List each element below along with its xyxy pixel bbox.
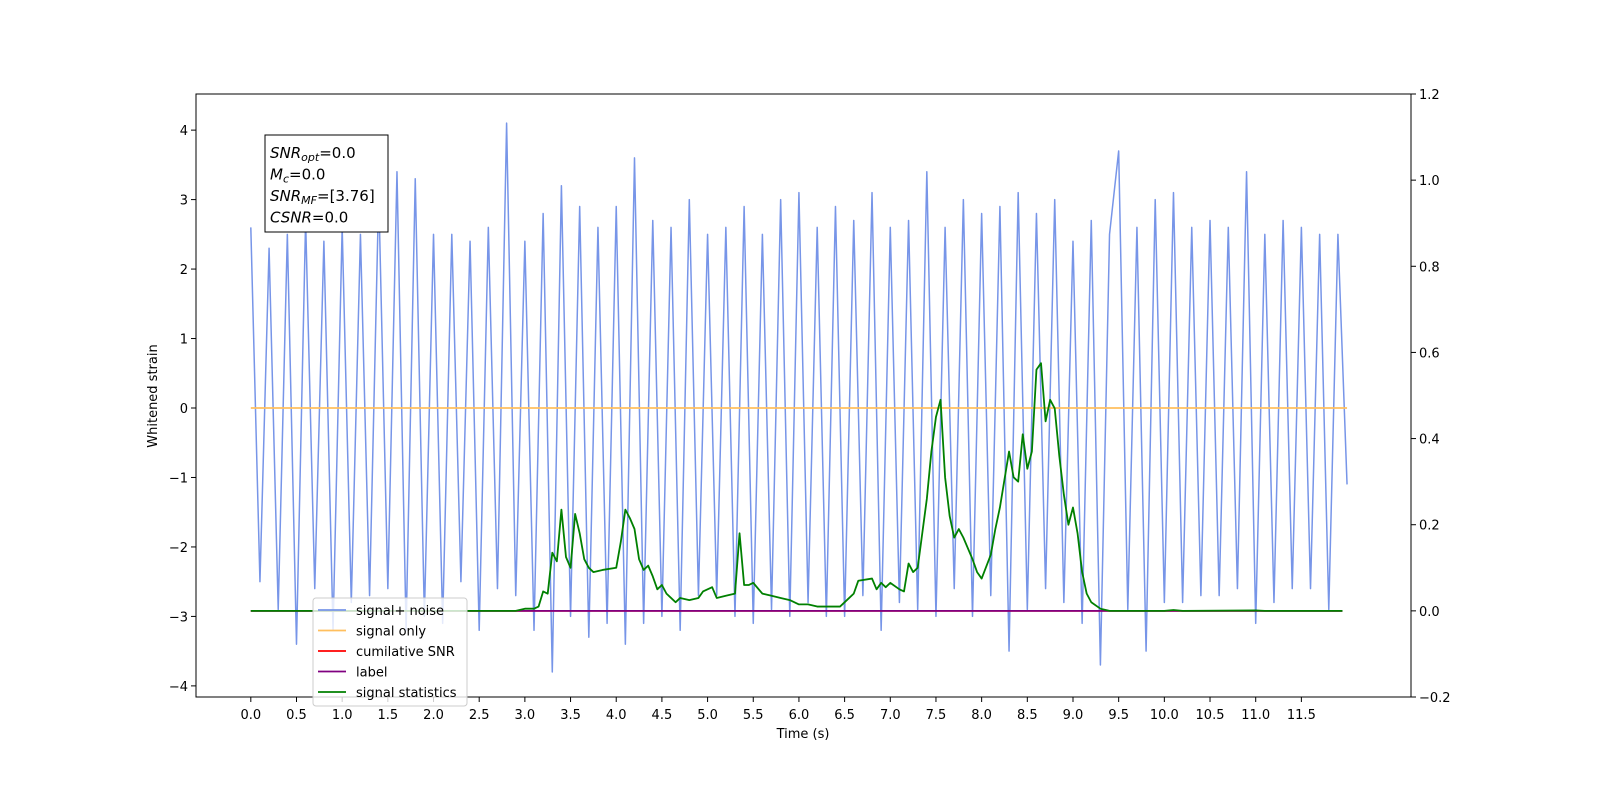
- series-line: [250, 362, 1343, 612]
- annotation-symbol: SNR: [270, 187, 301, 205]
- annotation-symbol: M: [270, 166, 283, 184]
- y-axis-label: Whitened strain: [146, 344, 161, 447]
- x-tick-label: 0.5: [286, 708, 307, 723]
- x-tick-label: 5.0: [697, 708, 718, 723]
- x-tick-label: 8.0: [971, 708, 992, 723]
- x-tick-label: 1.0: [332, 708, 353, 723]
- x-tick-label: 9.0: [1063, 708, 1084, 723]
- x-tick-label: 1.5: [377, 708, 398, 723]
- x-axis-label: Time (s): [776, 727, 830, 742]
- series-line: [250, 122, 1348, 673]
- legend-label: signal+ noise: [356, 604, 444, 619]
- y-tick-label: 0: [180, 402, 188, 417]
- legend-label: label: [356, 666, 387, 681]
- x-tick-label: 10.0: [1150, 708, 1179, 723]
- y2-tick-label: −0.2: [1419, 691, 1451, 706]
- legend-box: [312, 597, 468, 707]
- y-tick-label: 3: [180, 194, 188, 209]
- x-tick-label: 7.0: [880, 708, 901, 723]
- x-tick-label: 9.5: [1108, 708, 1129, 723]
- x-tick-label: 7.5: [926, 708, 947, 723]
- annotation-line: CSNR=0.0: [270, 209, 348, 227]
- annotation-value: =0.0: [312, 209, 348, 227]
- annotation-box: [264, 134, 389, 233]
- x-tick-label: 6.5: [834, 708, 855, 723]
- x-tick-label: 3.5: [560, 708, 581, 723]
- y-tick-label: −4: [169, 680, 188, 695]
- y-tick-label: −2: [169, 541, 188, 556]
- annotation-value: =0.0: [319, 144, 355, 162]
- y2-tick-label: 0.6: [1419, 346, 1440, 361]
- annotation-value: =0.0: [289, 166, 325, 184]
- annotation-subscript: opt: [301, 151, 320, 164]
- y-tick-label: −1: [169, 471, 188, 486]
- y2-tick-label: 0.8: [1419, 260, 1440, 275]
- plot-frame: [195, 93, 1412, 698]
- y2-tick-label: 0.2: [1419, 519, 1440, 534]
- annotation-symbol: CSNR: [270, 209, 312, 227]
- annotation-line: Mc=0.0: [270, 166, 325, 186]
- x-tick-label: 10.5: [1196, 708, 1225, 723]
- annotation-symbol: SNR: [270, 144, 301, 162]
- x-tick-label: 11.5: [1287, 708, 1316, 723]
- legend-label: cumilative SNR: [356, 645, 455, 660]
- x-tick-label: 8.5: [1017, 708, 1038, 723]
- x-tick-label: 5.5: [743, 708, 764, 723]
- legend-label: signal statistics: [356, 686, 457, 701]
- y-tick-label: 4: [180, 124, 188, 139]
- annotation-subscript: c: [283, 172, 289, 185]
- y2-tick-label: 0.4: [1419, 433, 1440, 448]
- x-tick-label: 2.0: [423, 708, 444, 723]
- x-tick-label: 6.0: [789, 708, 810, 723]
- x-tick-label: 3.0: [515, 708, 536, 723]
- y2-tick-label: 1.0: [1419, 174, 1440, 189]
- x-tick-label: 2.5: [469, 708, 490, 723]
- x-tick-label: 11.0: [1241, 708, 1270, 723]
- y-tick-label: 1: [180, 333, 188, 348]
- y-tick-label: 2: [180, 263, 188, 278]
- annotation-value: =[3.76]: [317, 187, 375, 205]
- annotation-line: SNRopt=0.0: [270, 144, 356, 164]
- y2-tick-label: 1.2: [1419, 88, 1440, 103]
- x-tick-label: 0.0: [240, 708, 261, 723]
- annotation-subscript: MF: [301, 194, 317, 207]
- legend-label: signal only: [356, 625, 426, 640]
- annotation-line: SNRMF=[3.76]: [270, 187, 375, 207]
- y2-tick-label: 0.0: [1419, 605, 1440, 620]
- x-tick-label: 4.0: [606, 708, 627, 723]
- y-tick-label: −3: [169, 610, 188, 625]
- x-tick-label: 4.5: [652, 708, 673, 723]
